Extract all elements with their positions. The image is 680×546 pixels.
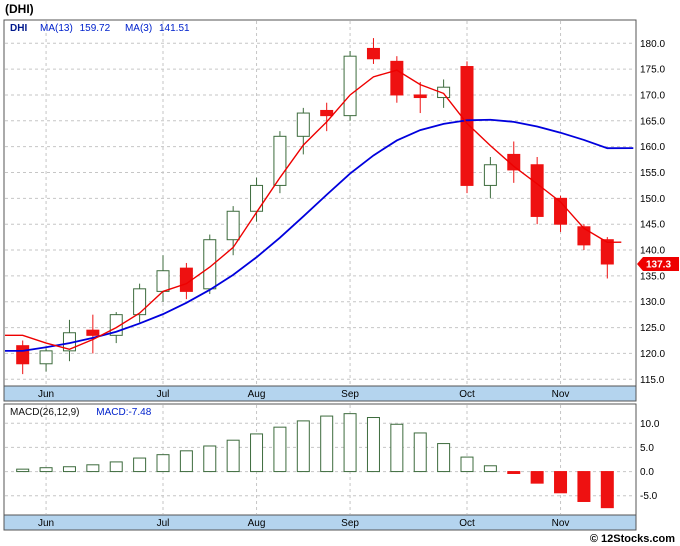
macd-bar	[483, 465, 497, 473]
candle-body	[460, 66, 474, 186]
macd-bar	[39, 467, 53, 473]
price-axis-label: 140.0	[640, 246, 665, 257]
macd-bar	[109, 461, 123, 473]
candle-body	[577, 226, 591, 246]
month-strip	[3, 514, 637, 531]
macd-bar	[179, 450, 193, 473]
candle-body	[156, 270, 170, 292]
price-flag-label: 137.3	[646, 260, 671, 271]
month-label: Oct	[459, 518, 475, 529]
macd-bar	[320, 415, 334, 473]
price-axis-label: 170.0	[640, 90, 665, 101]
macd-axis-label: 5.0	[640, 443, 654, 454]
month-label: Sep	[341, 389, 359, 400]
ma13-line	[5, 118, 634, 352]
macd-bar	[296, 420, 310, 473]
price-axis-label: 120.0	[640, 349, 665, 360]
candle-body	[320, 109, 334, 117]
candle-body	[86, 329, 100, 336]
candle-body	[390, 60, 404, 96]
macd-bar	[460, 456, 474, 473]
ma3-line	[5, 69, 622, 351]
price-axis-label: 175.0	[640, 65, 665, 76]
macd-bar	[530, 471, 544, 484]
month-strip	[3, 385, 637, 402]
macd-bar	[250, 433, 264, 473]
candle-body	[133, 288, 147, 316]
macd-bar	[507, 471, 521, 474]
macd-axis-label: 10.0	[640, 419, 660, 430]
price-axis-label: 160.0	[640, 142, 665, 153]
candle-body	[343, 55, 357, 117]
candle-body	[39, 350, 53, 365]
price-axis-label: 115.0	[640, 375, 665, 386]
candle-body	[179, 267, 193, 292]
price-axis-label: 145.0	[640, 220, 665, 231]
macd-bar	[273, 426, 287, 473]
macd-legend: MACD(26,12,9) MACD:-7.48	[10, 407, 151, 418]
price-axis-label: 135.0	[640, 271, 665, 282]
macd-bar	[600, 471, 614, 509]
candle-body	[296, 112, 310, 137]
month-label: Nov	[552, 389, 570, 400]
month-label: Jun	[38, 389, 54, 400]
macd-params-label: MACD(26,12,9)	[10, 407, 80, 418]
macd-bar	[156, 454, 170, 473]
macd-value-label: MACD:-7.48	[96, 407, 152, 418]
price-axis-label: 180.0	[640, 39, 665, 50]
macd-bar	[366, 417, 380, 473]
macd-bar	[577, 471, 591, 502]
month-label: Sep	[341, 518, 359, 529]
legend-ma13-value: 159.72	[79, 23, 111, 34]
candle-body	[483, 164, 497, 186]
macd-bar	[226, 439, 240, 473]
macd-axis-label: -5.0	[640, 491, 658, 502]
candle-body	[413, 94, 427, 99]
candle-body	[16, 345, 30, 365]
price-axis-label: 155.0	[640, 168, 665, 179]
month-label: Aug	[248, 389, 266, 400]
month-label: Jul	[157, 389, 170, 400]
footer-credit: © 12Stocks.com	[589, 533, 675, 545]
candle-body	[226, 210, 240, 241]
macd-bar	[203, 445, 217, 473]
month-label: Jun	[38, 518, 54, 529]
legend-symbol: DHI	[10, 23, 28, 34]
macd-bar	[86, 464, 100, 473]
macd-bar	[413, 432, 427, 473]
macd-axis-label: 0.0	[640, 467, 654, 478]
macd-bar	[16, 468, 30, 473]
month-label: Nov	[552, 518, 570, 529]
legend-ma3-value: 141.51	[158, 23, 190, 34]
legend-ma13-label: MA(13)	[40, 23, 73, 34]
month-label: Oct	[459, 389, 475, 400]
candle-body	[507, 153, 521, 171]
candle-body	[600, 239, 614, 265]
legend-ma3-label: MA(3)	[124, 23, 153, 34]
macd-bar	[343, 413, 357, 473]
macd-bar	[437, 443, 451, 473]
price-axis-label: 165.0	[640, 116, 665, 127]
macd-plot-area	[3, 403, 637, 516]
price-axis-label: 150.0	[640, 194, 665, 205]
price-axis-label: 125.0	[640, 323, 665, 334]
candle-body	[250, 184, 264, 212]
candle-body	[437, 86, 451, 99]
month-label: Aug	[248, 518, 266, 529]
candle-body	[530, 164, 544, 217]
macd-bar	[390, 423, 404, 473]
month-label: Jul	[157, 518, 170, 529]
page-title: (DHI)	[5, 2, 34, 16]
macd-bar	[133, 457, 147, 473]
macd-bar	[554, 471, 568, 494]
price-flag	[637, 257, 679, 271]
price-axis-label: 130.0	[640, 297, 665, 308]
macd-bar	[62, 466, 76, 473]
candle-body	[366, 47, 380, 60]
price-chart-legend: DHI MA(13) 159.72 MA(3) 141.51	[10, 23, 202, 34]
